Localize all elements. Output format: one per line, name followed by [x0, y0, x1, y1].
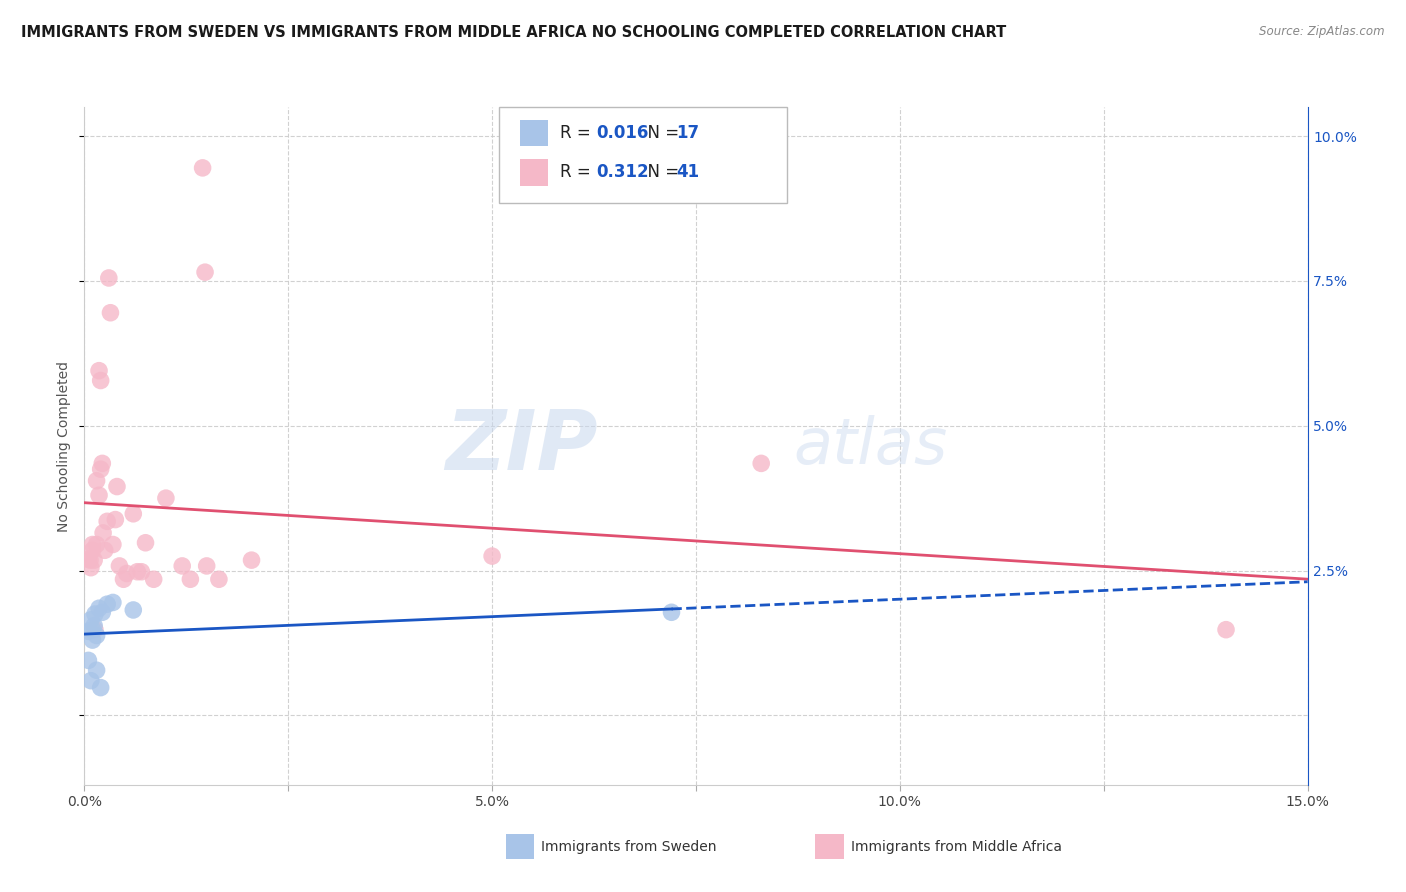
Point: [112, 572, 135, 586]
Point: [122, 507, 145, 521]
Point: [79, 553, 101, 567]
Point: [80, 673, 103, 688]
Point: [104, 512, 127, 526]
Point: [131, 565, 153, 579]
Point: [191, 161, 214, 175]
Point: [83, 553, 105, 567]
Point: [91, 525, 114, 540]
Point: [80, 560, 103, 574]
Point: [77, 624, 100, 639]
Point: [240, 553, 263, 567]
Point: [101, 537, 124, 551]
Text: Immigrants from Middle Africa: Immigrants from Middle Africa: [851, 839, 1062, 854]
Point: [661, 605, 683, 619]
Point: [96, 514, 118, 528]
Text: R =: R =: [560, 124, 596, 142]
Text: 0.312: 0.312: [596, 163, 648, 181]
Point: [90, 462, 112, 476]
Text: N =: N =: [637, 163, 685, 181]
Point: [97, 271, 120, 285]
Point: [155, 491, 177, 505]
Point: [135, 535, 157, 549]
Point: [82, 623, 104, 637]
Text: 0.016: 0.016: [596, 124, 648, 142]
Point: [96, 597, 118, 611]
Point: [749, 456, 772, 470]
Point: [90, 374, 112, 388]
Point: [91, 456, 114, 470]
Point: [80, 613, 103, 627]
Point: [84, 607, 107, 621]
Point: [77, 552, 100, 566]
Point: [195, 558, 218, 573]
Point: [101, 595, 124, 609]
Point: [82, 537, 104, 551]
Point: [194, 265, 217, 279]
Point: [86, 663, 108, 677]
Point: [93, 543, 117, 558]
Point: [87, 601, 110, 615]
Point: [122, 603, 145, 617]
Text: ZIP: ZIP: [446, 406, 598, 486]
Point: [172, 558, 194, 573]
Point: [77, 653, 100, 667]
Y-axis label: No Schooling Completed: No Schooling Completed: [58, 360, 72, 532]
Point: [91, 605, 114, 619]
Point: [108, 558, 131, 573]
Text: atlas: atlas: [794, 415, 948, 477]
Point: [179, 572, 201, 586]
Text: Immigrants from Sweden: Immigrants from Sweden: [541, 839, 717, 854]
Point: [1215, 623, 1237, 637]
Text: R =: R =: [560, 163, 596, 181]
Text: Source: ZipAtlas.com: Source: ZipAtlas.com: [1260, 25, 1385, 38]
Point: [86, 628, 108, 642]
Point: [82, 633, 104, 648]
Point: [84, 623, 107, 637]
Point: [208, 572, 231, 586]
Point: [86, 474, 108, 488]
Text: 41: 41: [676, 163, 699, 181]
Point: [481, 549, 503, 563]
Point: [87, 364, 110, 378]
Text: 17: 17: [676, 124, 699, 142]
Point: [127, 565, 149, 579]
Point: [142, 572, 165, 586]
Point: [86, 537, 108, 551]
Text: N =: N =: [637, 124, 685, 142]
Text: IMMIGRANTS FROM SWEDEN VS IMMIGRANTS FROM MIDDLE AFRICA NO SCHOOLING COMPLETED C: IMMIGRANTS FROM SWEDEN VS IMMIGRANTS FRO…: [21, 25, 1007, 40]
Point: [115, 566, 138, 581]
Point: [87, 488, 110, 502]
Point: [83, 618, 105, 632]
Point: [105, 479, 128, 493]
Point: [90, 681, 112, 695]
Point: [82, 543, 104, 558]
Point: [100, 306, 122, 320]
